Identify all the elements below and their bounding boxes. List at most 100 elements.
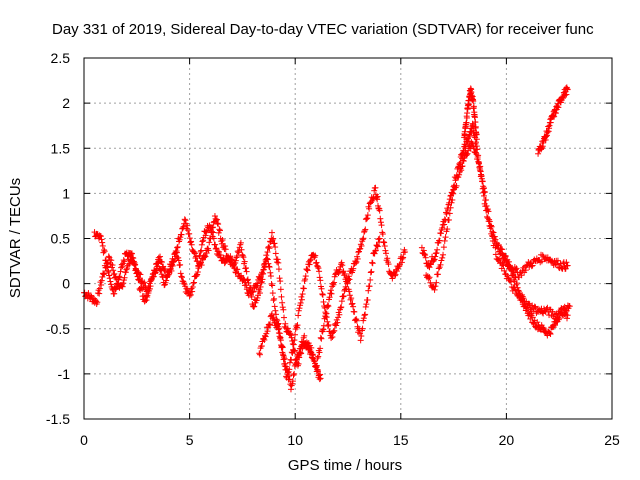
data-point bbox=[564, 86, 571, 93]
data-point bbox=[132, 265, 139, 272]
data-point bbox=[272, 244, 279, 251]
data-point bbox=[106, 272, 113, 279]
data-point bbox=[277, 337, 284, 344]
data-point bbox=[275, 266, 282, 273]
data-point bbox=[526, 264, 533, 271]
data-point bbox=[289, 337, 296, 344]
data-point bbox=[278, 293, 285, 300]
data-point bbox=[183, 285, 190, 292]
data-point bbox=[384, 255, 391, 262]
data-point bbox=[339, 262, 346, 269]
data-point bbox=[205, 247, 212, 254]
data-point bbox=[295, 312, 302, 319]
data-point bbox=[480, 189, 487, 196]
data-point bbox=[331, 327, 338, 334]
data-point bbox=[426, 264, 433, 271]
data-point bbox=[302, 273, 309, 280]
data-point bbox=[317, 277, 324, 284]
data-point bbox=[448, 199, 455, 206]
data-point bbox=[518, 272, 525, 279]
data-point bbox=[218, 238, 225, 245]
data-point bbox=[324, 302, 331, 309]
data-point bbox=[497, 260, 504, 267]
y-tick-label: 1 bbox=[62, 185, 70, 201]
data-point bbox=[303, 339, 310, 346]
data-point bbox=[266, 322, 273, 329]
data-point bbox=[338, 259, 345, 266]
data-point bbox=[277, 286, 284, 293]
data-point bbox=[392, 271, 399, 278]
data-point bbox=[469, 140, 476, 147]
data-point bbox=[563, 259, 570, 266]
data-point bbox=[376, 239, 383, 246]
data-point bbox=[434, 246, 441, 253]
data-point bbox=[438, 257, 445, 264]
data-point bbox=[232, 257, 239, 264]
data-point bbox=[357, 245, 364, 252]
data-point bbox=[294, 322, 301, 329]
data-point bbox=[263, 330, 270, 337]
data-point bbox=[269, 282, 276, 289]
data-point bbox=[274, 256, 281, 263]
data-point bbox=[132, 261, 139, 268]
data-point bbox=[193, 253, 200, 260]
data-point bbox=[282, 360, 289, 367]
data-point bbox=[298, 296, 305, 303]
data-point bbox=[262, 333, 269, 340]
data-point bbox=[400, 254, 407, 261]
data-point bbox=[112, 286, 119, 293]
y-tick-label: -0.5 bbox=[46, 321, 70, 337]
data-point bbox=[268, 229, 275, 236]
data-point bbox=[453, 182, 460, 189]
data-point bbox=[239, 252, 246, 259]
data-point bbox=[352, 316, 359, 323]
data-point bbox=[305, 345, 312, 352]
data-point bbox=[346, 292, 353, 299]
data-point bbox=[174, 243, 181, 250]
data-point bbox=[551, 322, 558, 329]
data-point bbox=[445, 216, 452, 223]
data-point bbox=[235, 249, 242, 256]
data-point bbox=[233, 269, 240, 276]
data-point bbox=[381, 239, 388, 246]
data-point bbox=[525, 300, 532, 307]
data-point bbox=[272, 250, 279, 257]
data-point bbox=[338, 304, 345, 311]
data-point bbox=[475, 158, 482, 165]
data-point bbox=[241, 258, 248, 265]
data-point bbox=[263, 252, 270, 259]
data-point bbox=[432, 253, 439, 260]
data-point bbox=[503, 258, 510, 265]
data-point bbox=[178, 231, 185, 238]
data-point bbox=[314, 263, 321, 270]
data-point bbox=[188, 241, 195, 248]
data-point bbox=[345, 277, 351, 284]
data-point bbox=[335, 270, 342, 277]
data-point bbox=[214, 248, 221, 255]
data-point bbox=[270, 235, 277, 242]
data-point bbox=[105, 268, 112, 275]
data-point bbox=[291, 331, 298, 338]
data-point bbox=[173, 249, 180, 256]
data-point bbox=[360, 315, 367, 322]
data-point bbox=[113, 283, 120, 290]
data-point bbox=[495, 241, 502, 248]
data-point bbox=[369, 259, 376, 266]
data-point bbox=[238, 272, 245, 279]
data-point bbox=[189, 284, 196, 291]
data-point bbox=[94, 299, 101, 306]
data-point bbox=[104, 267, 111, 274]
data-point bbox=[268, 311, 275, 318]
data-point bbox=[375, 236, 382, 243]
y-tick-label: 2 bbox=[62, 95, 70, 111]
data-point bbox=[377, 219, 384, 226]
data-point bbox=[463, 151, 470, 158]
data-point bbox=[529, 262, 536, 269]
data-point bbox=[163, 277, 170, 284]
data-point bbox=[313, 259, 320, 266]
data-point bbox=[230, 261, 237, 268]
data-point bbox=[248, 293, 255, 300]
data-point bbox=[560, 260, 567, 267]
data-point bbox=[295, 307, 302, 314]
data-point bbox=[197, 248, 204, 255]
